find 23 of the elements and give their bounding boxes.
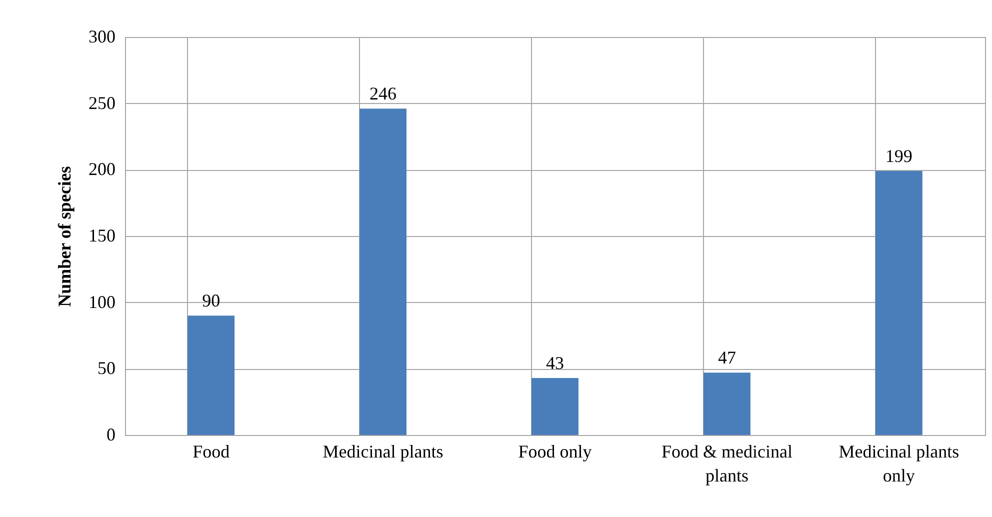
y-tick-label: 100 [88,292,116,312]
y-axis-title: Number of species [54,166,74,307]
bar [703,372,750,435]
x-tick-label: Medicinal plants only [838,442,960,486]
y-tick-label: 0 [106,424,116,444]
y-tick-label: 50 [98,358,116,378]
data-label: 199 [885,146,912,166]
data-label: 246 [370,84,397,104]
bar [360,108,407,435]
bar [875,170,922,435]
data-label: 47 [718,348,736,368]
x-tick-label: Food only [518,442,592,462]
data-label: 43 [546,352,564,373]
data-label: 90 [202,290,220,311]
y-tick-label: 300 [88,26,116,46]
bar [188,316,235,435]
y-tick-label: 250 [88,92,116,113]
x-tick-label: Medicinal plants [322,442,444,462]
y-tick-label: 150 [88,226,116,246]
y-tick-label: 200 [88,159,116,180]
x-tick-label: Food & medicinal plants [661,442,792,486]
x-tick-label: Food [192,442,230,462]
bar [532,378,578,435]
